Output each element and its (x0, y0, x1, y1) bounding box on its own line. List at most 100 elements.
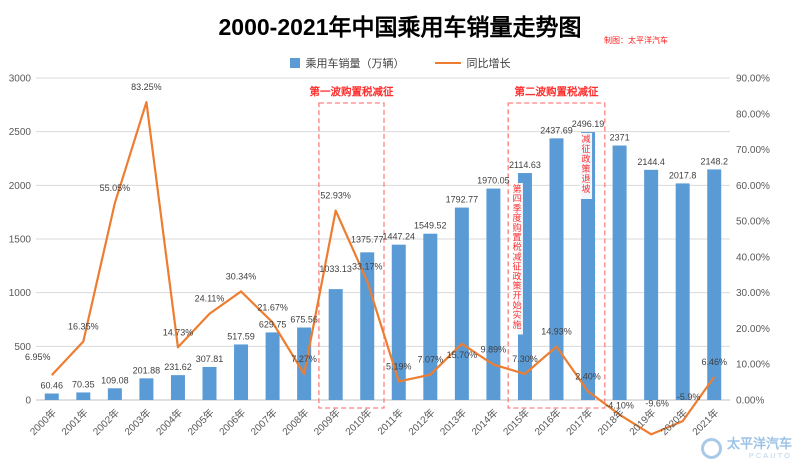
growth-value-label: 7.30% (512, 354, 538, 364)
policy-box-label-2: 第二波购置税减征 (515, 85, 599, 98)
x-axis-tick: 2011年 (374, 406, 405, 437)
growth-value-label: 55.05% (100, 183, 131, 193)
watermark-text: 太平洋汽车 PCAUTO (726, 436, 792, 461)
vertical-note-char: 第 (512, 183, 521, 194)
x-axis-tick: 2013年 (437, 406, 469, 438)
growth-value-label: 6.46% (701, 357, 727, 367)
legend-label-growth: 同比增长 (466, 58, 511, 70)
y-axis-left-tick: 1500 (9, 235, 32, 246)
x-axis-tick: 2002年 (90, 406, 122, 438)
y-axis-right-tick: 50.00% (736, 217, 770, 228)
vertical-note-char: 四 (512, 194, 521, 204)
bar-value-label: 2114.63 (509, 160, 541, 170)
bar-2012年 (423, 233, 438, 400)
growth-value-label: 15.70% (447, 350, 478, 360)
vertical-note-char: 政 (582, 153, 591, 164)
vertical-note-char: 征 (582, 144, 591, 154)
legend-item-sales: 乘用车销量（万辆） (289, 55, 405, 71)
bar-value-label: 307.81 (196, 354, 224, 364)
vertical-note-char: 征 (512, 262, 521, 272)
x-axis-tick: 2009年 (311, 406, 343, 438)
x-axis-tick: 2012年 (405, 406, 437, 438)
x-axis-tick: 2017年 (563, 406, 595, 438)
watermark-name: 太平洋汽车 (726, 436, 792, 451)
y-axis-right-tick: 70.00% (736, 145, 770, 156)
x-axis-tick: 2015年 (500, 406, 532, 438)
vertical-note-char: 税 (512, 241, 521, 252)
growth-value-label: -4.10% (605, 401, 634, 411)
bar-2006年 (234, 344, 249, 400)
growth-value-label: 7.07% (418, 355, 444, 365)
bar-2010年 (360, 252, 375, 400)
policy-box-label-1: 第一波购置税减征 (309, 85, 393, 98)
y-axis-left-tick: 0 (25, 396, 31, 407)
bar-2020年 (675, 183, 690, 400)
bar-2014年 (486, 188, 501, 400)
vertical-note-bg-1 (510, 183, 523, 335)
x-axis-tick: 2021年 (689, 406, 721, 438)
bar-2003年 (139, 378, 154, 400)
legend: 乘用车销量（万辆） 同比增长 (0, 55, 800, 71)
bar-2007年 (265, 332, 280, 400)
vertical-note-char: 减 (512, 251, 521, 262)
x-axis-tick: 2020年 (658, 406, 690, 438)
legend-item-growth: 同比增长 (434, 55, 511, 71)
vertical-note-char: 实 (512, 309, 521, 320)
x-axis-tick: 2016年 (532, 406, 564, 438)
y-axis-left-tick: 3000 (9, 74, 32, 85)
bar-value-label: 2148.2 (700, 156, 728, 166)
bar-value-label: 1375.77 (351, 234, 384, 244)
watermark: 太平洋汽车 PCAUTO (700, 436, 792, 461)
y-axis-right-tick: 0.00% (736, 396, 764, 407)
bar-value-label: 1970.05 (477, 176, 510, 186)
bar-value-label: 201.88 (133, 365, 161, 375)
bar-value-label: 231.62 (164, 362, 192, 372)
growth-value-label: 7.27% (291, 354, 317, 364)
bar-value-label: 2017.8 (669, 170, 697, 180)
bar-2021年 (707, 169, 722, 400)
y-axis-right-tick: 90.00% (736, 74, 770, 85)
pcauto-logo-icon (700, 438, 722, 459)
bar-swatch-icon (289, 58, 300, 68)
bar-2009年 (328, 289, 343, 400)
y-axis-right-tick: 30.00% (736, 288, 770, 299)
vertical-note-char: 置 (512, 233, 521, 243)
y-axis-left-tick: 2000 (9, 181, 32, 192)
bar-value-label: 675.56 (290, 314, 318, 324)
growth-value-label: 21.67% (257, 302, 288, 312)
line-swatch-icon (434, 62, 461, 64)
bar-value-label: 2371 (610, 133, 630, 143)
bar-value-label: 629.75 (259, 319, 287, 329)
bar-2008年 (297, 327, 312, 400)
vertical-note-char: 始 (512, 299, 521, 310)
x-axis-tick: 2010年 (342, 406, 374, 438)
bar-value-label: 1792.77 (446, 195, 479, 205)
x-axis-tick: 2000年 (27, 406, 59, 438)
vertical-note-char: 政 (512, 270, 521, 281)
vertical-note-char: 减 (582, 133, 591, 144)
bar-2017年 (581, 132, 596, 400)
vertical-note-char: 策 (512, 280, 521, 291)
bar-value-label: 2144.4 (637, 157, 665, 167)
growth-value-label: 16.35% (68, 322, 99, 332)
growth-value-label: 9.89% (481, 345, 507, 355)
y-axis-right-tick: 40.00% (736, 252, 770, 263)
vertical-note-char: 退 (582, 174, 591, 184)
x-axis-tick: 2014年 (469, 406, 501, 438)
bar-value-label: 1447.24 (382, 232, 415, 242)
bar-2016年 (549, 138, 564, 400)
growth-value-label: -5.9% (677, 392, 701, 402)
page-title: 2000-2021年中国乘用车销量走势图 (218, 14, 582, 40)
x-axis-tick: 2006年 (216, 406, 248, 438)
x-axis-tick: 2007年 (248, 406, 280, 438)
bar-value-label: 1033.13 (319, 264, 352, 274)
vertical-note-char: 度 (512, 212, 521, 223)
bar-2004年 (170, 375, 185, 400)
credit-text: 制图：太平洋汽车 (604, 36, 668, 45)
growth-value-label: 6.95% (25, 352, 51, 362)
x-axis-tick: 2003年 (122, 406, 154, 438)
y-axis-right-tick: 80.00% (736, 109, 770, 120)
vertical-note-char: 策 (582, 163, 591, 174)
vertical-note-char: 施 (512, 319, 521, 330)
growth-value-label: 5.19% (386, 361, 412, 371)
